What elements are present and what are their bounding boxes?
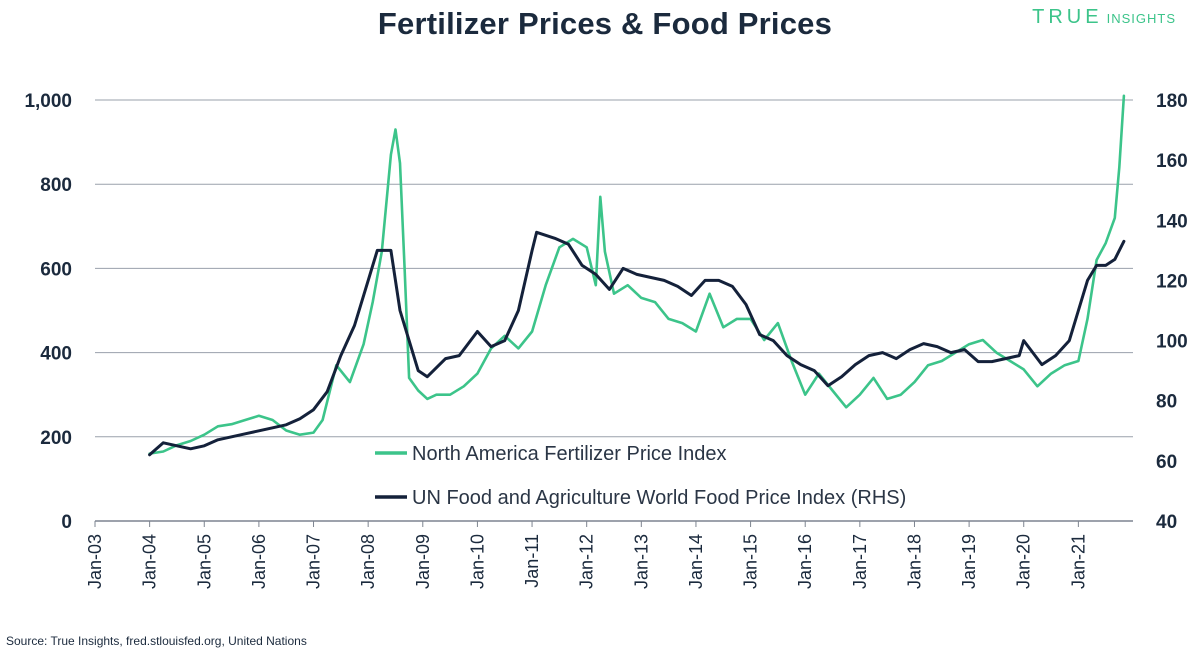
x-tick-label: Jan-11 xyxy=(522,534,542,588)
fertilizer-price-index-line xyxy=(148,94,1126,455)
x-tick-label: Jan-13 xyxy=(631,534,651,589)
y-left-tick-label: 1,000 xyxy=(24,91,72,112)
brand-true-text: TRUE xyxy=(1032,6,1103,28)
y-right-tick-label: 100 xyxy=(1156,332,1188,353)
x-tick-label: Jan-18 xyxy=(904,534,924,589)
y-axis-right: 40 60 80 100 120 140 160 180 xyxy=(1156,91,1188,533)
x-tick-label: Jan-12 xyxy=(577,534,597,589)
y-right-tick-label: 40 xyxy=(1156,512,1177,533)
y-right-tick-label: 120 xyxy=(1156,271,1188,292)
y-left-tick-label: 400 xyxy=(40,344,72,365)
x-tick-label: Jan-15 xyxy=(741,534,761,589)
y-axis-left: 0 200 400 600 800 1,000 xyxy=(24,91,72,533)
x-tick-label: Jan-03 xyxy=(85,534,105,589)
x-tick-label: Jan-06 xyxy=(249,534,269,589)
legend-label: North America Fertilizer Price Index xyxy=(412,443,727,465)
y-left-tick-label: 800 xyxy=(40,175,72,196)
x-tick-label: Jan-04 xyxy=(140,534,160,589)
x-tick-label: Jan-07 xyxy=(304,534,324,589)
x-tick-label: Jan-17 xyxy=(850,534,870,589)
y-right-tick-label: 140 xyxy=(1156,211,1188,232)
y-left-tick-label: 0 xyxy=(61,512,72,533)
x-tick-label: Jan-16 xyxy=(795,534,815,589)
x-tick-label: Jan-05 xyxy=(194,534,214,589)
y-right-tick-label: 60 xyxy=(1156,452,1177,473)
x-tick-label: Jan-14 xyxy=(686,534,706,589)
y-right-tick-label: 80 xyxy=(1156,392,1177,413)
y-left-tick-label: 200 xyxy=(40,428,72,449)
x-tick-label: Jan-21 xyxy=(1068,534,1088,589)
x-tick-label: Jan-20 xyxy=(1014,534,1034,589)
x-tick-label: Jan-09 xyxy=(413,534,433,589)
x-tick-label: Jan-19 xyxy=(959,534,979,589)
brand-insights-text: INSIGHTS xyxy=(1106,11,1176,26)
y-left-tick-label: 600 xyxy=(40,259,72,280)
gridlines xyxy=(95,99,1133,522)
food-price-index-line xyxy=(148,230,1126,457)
y-right-tick-label: 160 xyxy=(1156,151,1188,172)
x-axis: Jan-03 Jan-04 Jan-05 Jan-06 Jan-07 Jan-08 Jan-… xyxy=(85,521,1088,589)
x-tick-label: Jan-08 xyxy=(358,534,378,589)
x-tick-label: Jan-10 xyxy=(467,534,487,589)
chart-title: Fertilizer Prices & Food Prices xyxy=(377,6,833,41)
brand-logo: TRUE INSIGHTS xyxy=(1032,6,1176,29)
series-lines xyxy=(148,94,1126,457)
legend-label: UN Food and Agriculture World Food Price… xyxy=(412,487,906,509)
y-right-tick-label: 180 xyxy=(1156,91,1188,112)
source-note: Source: True Insights, fred.stlouisfed.o… xyxy=(6,634,307,648)
legend: North America Fertilizer Price Index UN F… xyxy=(375,443,906,509)
